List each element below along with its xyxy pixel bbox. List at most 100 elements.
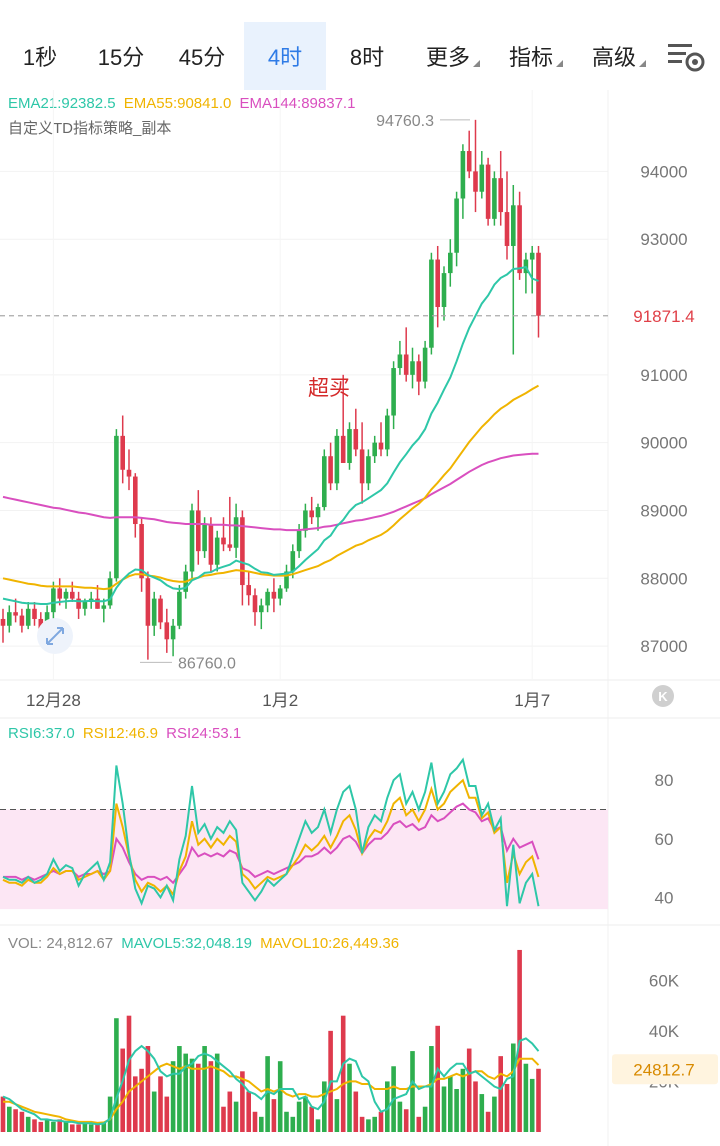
volume-bar <box>529 1078 535 1132</box>
candle-body <box>63 591 69 599</box>
candle-body <box>385 415 390 450</box>
volume-bar <box>309 1106 314 1132</box>
volume-bar <box>158 1076 163 1132</box>
candle-body <box>95 598 100 609</box>
candle-body <box>114 435 119 579</box>
volume-bar <box>372 1116 377 1132</box>
candle-body <box>233 517 239 548</box>
expand-icon <box>46 627 64 645</box>
candle-body <box>126 469 132 477</box>
volume-bar <box>32 1119 37 1132</box>
tab-2[interactable]: 45分 <box>164 22 240 90</box>
volume-bar <box>303 1096 308 1132</box>
volume-bar <box>378 1111 384 1132</box>
candle-body <box>120 435 125 470</box>
volume-bar <box>107 1096 113 1132</box>
main-y-tick-label: 87000 <box>640 637 687 656</box>
ema144-line <box>2 452 539 532</box>
candle-body <box>359 449 365 484</box>
candle-body <box>353 429 359 450</box>
candle-body <box>485 164 491 219</box>
volume-bar <box>164 1096 170 1132</box>
volume-bar <box>466 1048 472 1132</box>
volume-bar <box>485 1111 491 1132</box>
volume-bar <box>51 1121 56 1132</box>
candle-body <box>265 591 270 606</box>
tab-label: 1秒 <box>22 45 58 70</box>
tab-label: 高级 <box>591 45 636 70</box>
strategy-label: 自定义TD指标策略_副本 <box>8 120 172 137</box>
mavol5-legend: MAVOL5:32,048.19 <box>121 935 252 952</box>
x-tick-label: 1月2 <box>262 691 298 710</box>
volume-bar <box>340 1015 346 1132</box>
candle-body <box>372 442 377 457</box>
volume-bar <box>38 1121 44 1132</box>
rsi-legend: RSI6:37.0 RSI12:46.9 RSI24:53.1 <box>8 725 245 742</box>
tab-3[interactable]: 4时 <box>244 22 326 90</box>
tab-label: 更多 <box>425 45 470 70</box>
candle-body <box>164 622 170 640</box>
candle-body <box>378 442 384 450</box>
volume-bar <box>473 1081 478 1132</box>
candle-body <box>189 510 195 572</box>
candle-body <box>334 435 340 484</box>
candle-body <box>7 612 12 626</box>
volume-bar <box>208 1061 214 1132</box>
tab-0[interactable]: 1秒 <box>8 22 72 90</box>
rsi6-legend: RSI6:37.0 <box>8 725 75 742</box>
volume-bar <box>133 1076 138 1132</box>
candle-body <box>177 591 182 626</box>
vol-current-tag: 24812.7 <box>633 1060 694 1079</box>
volume-bar <box>252 1111 258 1132</box>
candle-body <box>441 273 447 308</box>
volume-bar <box>183 1053 188 1132</box>
candle-body <box>51 588 56 613</box>
volume-bar <box>290 1116 296 1132</box>
volume-bar <box>101 1121 107 1132</box>
volume-bar <box>170 1061 176 1132</box>
volume-bar <box>498 1056 503 1132</box>
ema21-line <box>2 265 539 605</box>
volume-bar <box>397 1101 403 1132</box>
volume-bar <box>410 1051 415 1132</box>
tab-label: 45分 <box>178 45 226 70</box>
current-price-tag-bg <box>610 301 718 330</box>
candle-body <box>473 171 478 192</box>
tab-5[interactable]: 更多 <box>412 22 494 90</box>
dropdown-triangle-icon <box>556 59 563 67</box>
volume-bar <box>353 1091 359 1132</box>
volume-bar <box>189 1058 195 1132</box>
candle-body <box>403 354 409 375</box>
candle-body <box>13 612 18 616</box>
candle-body <box>208 524 214 565</box>
volume-bar <box>385 1081 390 1132</box>
high-price-label: 94760.3 <box>376 113 434 130</box>
ema21-legend: EMA21:92382.5 <box>8 95 116 112</box>
volume-bar <box>359 1116 365 1132</box>
tab-7[interactable]: 高级 <box>578 22 660 90</box>
settings-sliders-icon[interactable] <box>666 40 706 74</box>
candle-body <box>391 368 396 416</box>
x-tick-label: 12月28 <box>26 691 81 710</box>
tab-4[interactable]: 8时 <box>327 22 407 90</box>
volume-bar <box>214 1053 220 1132</box>
vol-y-tick-label: 60K <box>649 971 680 990</box>
tab-1[interactable]: 15分 <box>84 22 158 90</box>
tab-label: 指标 <box>508 45 553 70</box>
volume-bar <box>57 1119 62 1132</box>
candle-body <box>296 530 302 552</box>
volume-bar <box>145 1046 151 1132</box>
volume-bar <box>240 1071 245 1132</box>
volume-bar <box>151 1091 157 1132</box>
main-y-tick-label: 88000 <box>640 569 687 588</box>
volume-bar <box>25 1116 31 1132</box>
overbought-marker: 超买 <box>308 377 350 400</box>
volume-bar <box>95 1124 100 1132</box>
tab-6[interactable]: 指标 <box>495 22 577 90</box>
volume-bar <box>296 1101 302 1132</box>
candle-body <box>202 524 207 552</box>
volume-bar <box>13 1109 18 1132</box>
volume-bar <box>523 1063 529 1132</box>
volume-bar <box>441 1086 447 1132</box>
